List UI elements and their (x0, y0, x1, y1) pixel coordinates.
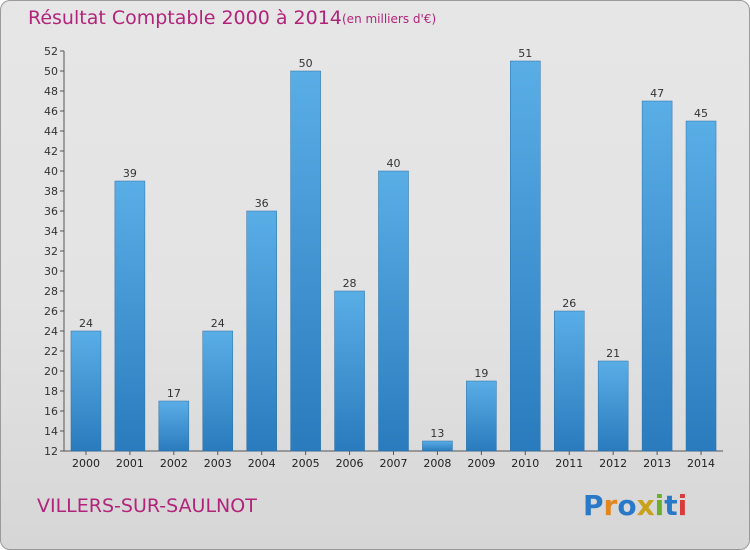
value-label-2004: 36 (255, 197, 269, 210)
y-tick-label: 28 (44, 285, 58, 298)
bar-2003 (202, 330, 234, 452)
bar-2012 (597, 360, 629, 452)
value-label-2009: 19 (474, 367, 488, 380)
x-tick-label-2008: 2008 (423, 457, 451, 470)
y-tick-label: 24 (44, 325, 58, 338)
y-tick-label: 32 (44, 245, 58, 258)
y-tick-label: 40 (44, 165, 58, 178)
y-tick-label: 26 (44, 305, 58, 318)
value-label-2001: 39 (123, 167, 137, 180)
bar-2002 (158, 400, 190, 452)
value-label-2008: 13 (430, 427, 444, 440)
y-tick-label: 44 (44, 125, 58, 138)
bar-2006 (334, 290, 365, 452)
y-tick-label: 48 (44, 85, 58, 98)
x-tick-label-2009: 2009 (467, 457, 495, 470)
bar-2004 (246, 210, 277, 452)
x-tick-label-2007: 2007 (380, 457, 408, 470)
y-tick-label: 12 (44, 445, 58, 458)
y-tick-label: 30 (44, 265, 58, 278)
y-tick-label: 20 (44, 365, 58, 378)
logo-letter: i (677, 489, 688, 522)
logo-letter: r (603, 489, 618, 522)
value-label-2014: 45 (694, 107, 708, 120)
chart-title: Résultat Comptable 2000 à 2014 (28, 7, 342, 29)
bar-2013 (641, 100, 673, 452)
value-label-2007: 40 (387, 157, 401, 170)
commune-name: VILLERS-SUR-SAULNOT (37, 495, 257, 517)
x-tick-label-2003: 2003 (204, 457, 232, 470)
bar-2001 (114, 180, 146, 452)
logo-letter: P (583, 489, 604, 522)
x-tick-label-2004: 2004 (248, 457, 276, 470)
x-tick-label-2000: 2000 (72, 457, 100, 470)
chart-subtitle: (en milliers d'€) (342, 12, 437, 26)
bar-2007 (378, 170, 409, 452)
value-label-2000: 24 (79, 317, 93, 330)
y-tick-label: 36 (44, 205, 58, 218)
y-tick-label: 42 (44, 145, 58, 158)
value-label-2005: 50 (299, 57, 313, 70)
value-label-2006: 28 (343, 277, 357, 290)
x-tick-label-2006: 2006 (336, 457, 364, 470)
bar-2014 (685, 120, 717, 452)
y-tick-label: 52 (44, 45, 58, 58)
x-tick-label-2011: 2011 (555, 457, 583, 470)
y-tick-label: 34 (44, 225, 58, 238)
y-tick-label: 46 (44, 105, 58, 118)
proxiti-logo[interactable]: Proxiti (583, 489, 687, 522)
logo-letter: x (636, 489, 655, 522)
x-tick-label-2005: 2005 (292, 457, 320, 470)
x-tick-label-2013: 2013 (643, 457, 671, 470)
y-tick-label: 14 (44, 425, 58, 438)
bar-2009 (466, 380, 497, 452)
x-tick-label-2001: 2001 (116, 457, 144, 470)
y-tick-label: 38 (44, 185, 58, 198)
x-tick-label-2012: 2012 (599, 457, 627, 470)
bar-2011 (553, 310, 585, 452)
y-tick-label: 22 (44, 345, 58, 358)
x-tick-label-2010: 2010 (511, 457, 539, 470)
value-label-2002: 17 (167, 387, 181, 400)
bar-2005 (290, 70, 321, 452)
bar-2000 (70, 330, 102, 452)
y-tick-label: 50 (44, 65, 58, 78)
logo-letter: o (617, 489, 637, 522)
value-label-2003: 24 (211, 317, 225, 330)
y-tick-label: 16 (44, 405, 58, 418)
value-label-2011: 26 (562, 297, 576, 310)
value-label-2012: 21 (606, 347, 620, 360)
value-label-2013: 47 (650, 87, 664, 100)
logo-letter: i (654, 489, 665, 522)
x-tick-label-2014: 2014 (687, 457, 715, 470)
bar-2008 (422, 440, 453, 452)
y-tick-label: 18 (44, 385, 58, 398)
x-tick-label-2002: 2002 (160, 457, 188, 470)
value-label-2010: 51 (518, 47, 532, 60)
logo-letter: t (664, 489, 678, 522)
bar-2010 (510, 60, 541, 452)
